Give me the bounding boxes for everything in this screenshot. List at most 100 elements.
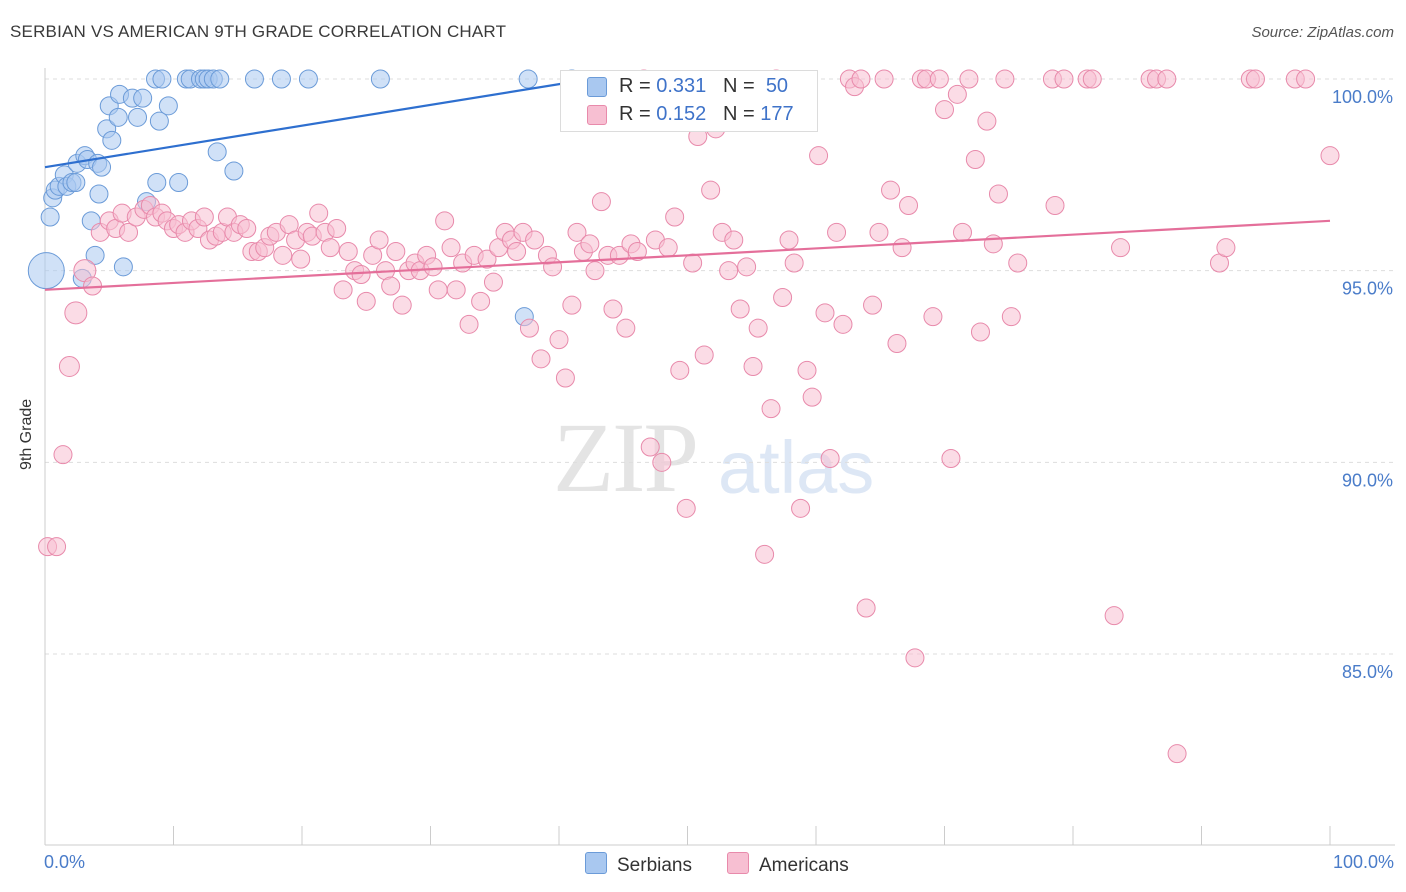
legend-r-value-americans: 0.152 [656,103,707,125]
american-point [784,253,804,273]
american-point [833,314,853,334]
american-point [471,291,491,311]
american-point [1167,744,1187,764]
american-point [386,242,406,261]
legend-n-americans: N = 177 [723,103,794,126]
legend-label-serbians: Serbians [617,855,692,876]
american-point [273,245,293,265]
american-point [820,449,840,468]
american-point [1245,69,1265,89]
american-point [670,360,690,380]
x-tick-label-max: 100.0% [1332,852,1394,872]
american-point [1216,238,1236,258]
american-point [815,303,835,323]
american-point [627,242,647,261]
american-point [791,498,811,518]
trend-line-serbians [44,77,592,169]
american-point [863,295,883,315]
american-point [525,230,545,250]
american-point [531,349,551,369]
american-point [369,230,389,250]
american-point [730,299,750,319]
american-point [887,334,907,353]
american-point [701,180,721,200]
legend-swatch-serbians [585,852,607,874]
american-point [809,146,829,166]
american-point [652,452,672,472]
serbian-point [89,184,109,204]
american-point [988,184,1008,204]
american-point [356,291,376,311]
serbian-point [40,207,60,227]
american-point [291,249,311,269]
american-point [567,222,587,242]
american-point [965,150,985,169]
serbian-point [224,161,244,181]
american-point [616,318,636,338]
serbian-point [169,173,189,192]
american-point [724,230,744,250]
american-point [827,222,847,242]
american-point [562,295,582,315]
american-point [333,280,353,300]
y-axis-label: 9th Grade [18,398,35,470]
legend-r-serbians: R = 0.331 [619,75,706,98]
serbian-point [66,173,86,192]
american-point [658,238,678,258]
american-point [929,69,949,89]
american-point [683,253,703,273]
american-point [941,449,961,468]
serbian-point [207,142,227,162]
legend-swatch-serbians [587,77,607,97]
american-point [779,230,799,250]
source-credit: Source: ZipAtlas.com [1251,24,1394,41]
legend-item-serbians[interactable]: Serbians [585,852,692,877]
american-point [237,219,257,238]
american-point [1082,69,1102,89]
american-point [892,238,912,258]
american-point [555,368,575,388]
legend-item-americans[interactable]: Americans [727,852,849,877]
american-point [519,318,539,338]
y-tick-label: 85.0% [1342,662,1393,682]
american-point [1054,69,1074,89]
serbian-point [147,173,167,192]
serbian-point [128,107,148,127]
american-point [580,234,600,254]
american-point [591,192,611,212]
american-point [435,211,455,231]
american-point [797,360,817,380]
american-point [676,498,696,518]
legend-n-value-americans: 177 [760,103,794,125]
american-point [905,648,925,668]
american-point [899,196,919,215]
american-point [483,272,503,292]
american-point [995,69,1015,89]
american-point [309,203,329,223]
american-point [477,249,497,269]
watermark-atlas: atlas [718,426,875,509]
american-point [737,257,757,277]
american-point [603,299,623,319]
legend-swatch-americans [587,105,607,125]
legend-label-americans: Americans [759,855,849,876]
american-point [743,357,763,376]
american-point [119,222,139,242]
american-point [338,242,358,261]
legend-n-label: N = [723,75,755,97]
american-point [549,330,569,350]
american-point [640,437,660,457]
watermark-zip: ZIP [553,402,699,513]
legend-r-value-serbians: 0.331 [656,75,707,97]
american-point [1296,69,1316,89]
serbian-point [158,96,178,116]
american-point [47,537,67,557]
serbian-point [113,257,133,277]
american-point [959,69,979,89]
serbian-point [102,130,122,150]
x-tick-label-min: 0.0% [44,852,86,872]
american-point [64,301,88,325]
stats-legend: R = 0.331 N = 50 R = 0.152 N = 177 [560,70,818,132]
american-point [392,295,412,315]
american-point [459,314,479,334]
